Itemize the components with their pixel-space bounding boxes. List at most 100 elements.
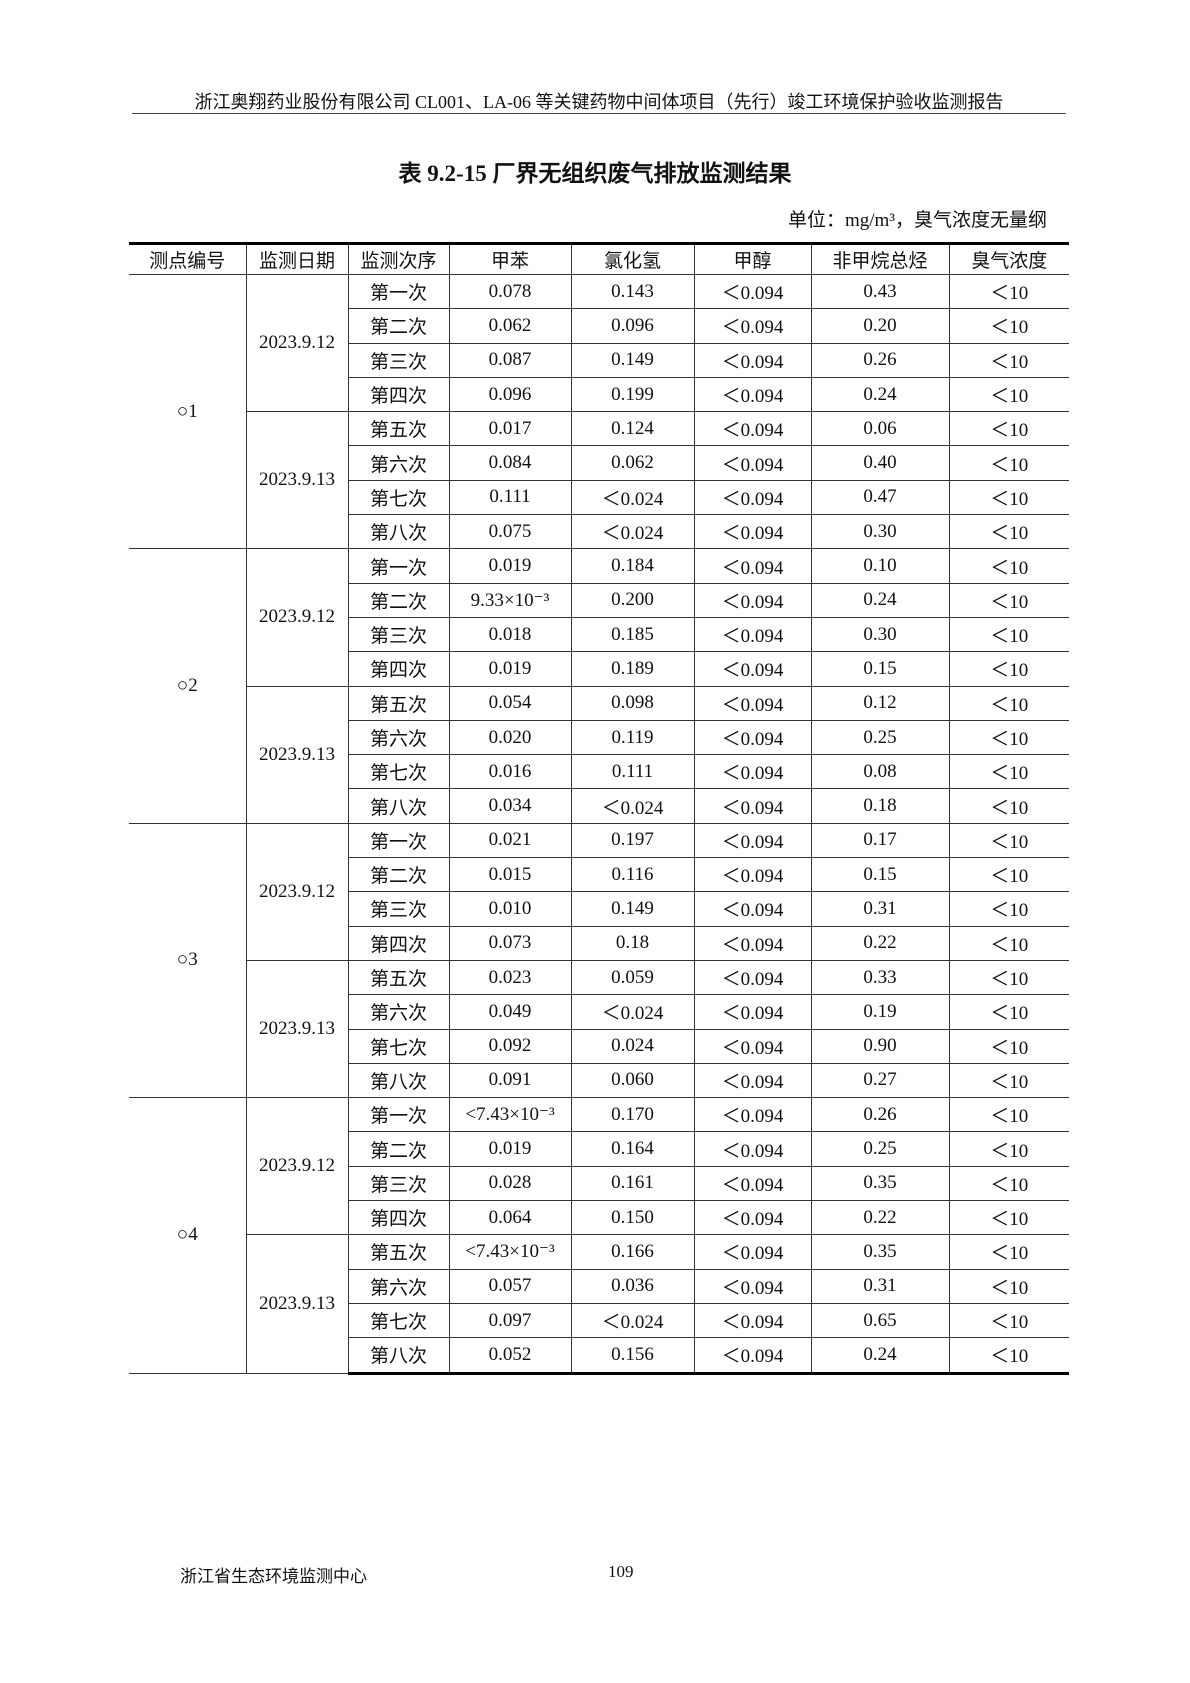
value-cell: 0.015	[448, 857, 572, 893]
value-cell: 0.161	[570, 1165, 695, 1202]
value-cell: 0.073	[448, 925, 572, 961]
value-cell: ＜0.094	[693, 1165, 812, 1202]
value-cell: ＜0.094	[693, 651, 812, 687]
value-cell: 0.47	[810, 479, 950, 516]
value-cell: ＜10	[948, 891, 1069, 927]
value-cell: ＜0.094	[693, 788, 812, 824]
value-cell: 0.12	[810, 685, 950, 721]
running-header: 浙江奥翔药业股份有限公司 CL001、LA-06 等关键药物中间体项目（先行）竣…	[194, 92, 1004, 112]
value-cell: 0.197	[570, 822, 695, 859]
value-cell: 0.20	[810, 308, 950, 344]
value-cell: ＜0.024	[570, 1302, 695, 1339]
value-cell: ＜0.094	[693, 994, 812, 1030]
value-cell: 0.024	[570, 1028, 695, 1064]
order-cell: 第二次	[348, 857, 450, 893]
value-cell: ＜0.094	[693, 342, 812, 378]
value-cell: 0.31	[810, 1268, 950, 1304]
column-header: 臭气浓度	[948, 243, 1069, 275]
table-row: 第六次 0.084 0.062 ＜0.094 0.40 ＜10	[129, 445, 1069, 481]
column-header: 监测日期	[245, 243, 349, 275]
value-cell: 0.15	[810, 857, 950, 893]
value-cell: 0.35	[810, 1234, 950, 1270]
value-cell: ＜10	[948, 822, 1069, 859]
value-cell: ＜10	[948, 514, 1069, 550]
order-cell: 第二次	[348, 308, 450, 344]
value-cell: 0.028	[448, 1165, 572, 1202]
value-cell: ＜10	[948, 1097, 1069, 1133]
value-cell: 0.24	[810, 1337, 950, 1375]
value-cell: ＜0.024	[570, 788, 695, 824]
table-header-row: 测点编号 监测日期 监测次序 甲苯 氯化氢 甲醇 非甲烷总烃 臭气浓度	[129, 243, 1069, 275]
table-row: 第三次 0.018 0.185 ＜0.094 0.30 ＜10	[129, 616, 1069, 653]
order-cell: 第一次	[347, 548, 450, 584]
date-cell: 2023.9.12	[245, 273, 349, 413]
value-cell: 0.111	[570, 754, 695, 790]
value-cell: 0.200	[570, 582, 695, 618]
table-row: 第三次 0.028 0.161 ＜0.094 0.35 ＜10	[129, 1165, 1069, 1202]
value-cell: 0.097	[448, 1302, 572, 1339]
table-row: 2023.9.13 第五次 0.017 0.124 ＜0.094 0.06 ＜10	[129, 411, 1069, 550]
value-cell: 0.078	[448, 273, 572, 310]
value-cell: ＜10	[948, 1165, 1069, 1202]
value-cell: 0.184	[570, 548, 695, 584]
column-header: 监测次序	[347, 243, 450, 275]
table-row: 第四次 0.073 0.18 ＜0.094 0.22 ＜10	[129, 925, 1069, 961]
date-cell: 2023.9.13	[246, 685, 349, 824]
value-cell: 0.023	[448, 959, 572, 996]
value-cell: ＜10	[948, 754, 1069, 790]
value-cell: 0.08	[810, 754, 950, 790]
value-cell: 0.020	[448, 719, 572, 756]
value-cell: ＜0.024	[570, 514, 695, 550]
table-row: 第四次 0.019 0.189 ＜0.094 0.15 ＜10	[129, 651, 1069, 687]
value-cell: 0.092	[448, 1028, 572, 1064]
order-cell: 第二次	[348, 1131, 450, 1167]
value-cell: ＜0.094	[693, 1200, 812, 1236]
value-cell: 0.22	[810, 925, 950, 961]
unit-note: 单位：mg/m³，臭气浓度无量纲	[787, 210, 1047, 231]
column-header: 甲醇	[693, 243, 812, 275]
value-cell: 0.010	[448, 891, 572, 927]
table-row: ○2 2023.9.12 第一次 0.019 0.184 ＜0.094 0.10 ＜10	[129, 548, 1069, 824]
value-cell: 0.034	[448, 788, 572, 824]
value-cell: ＜10	[948, 1234, 1069, 1270]
value-cell: 0.143	[570, 273, 695, 310]
value-cell: ＜10	[948, 1268, 1069, 1304]
value-cell: ＜0.094	[693, 411, 812, 447]
footer-organization: 浙江省生态环境监测中心	[180, 1567, 367, 1586]
value-cell: ＜10	[948, 273, 1069, 310]
order-cell: 第五次	[347, 1234, 450, 1270]
value-cell: ＜10	[948, 308, 1069, 344]
order-cell: 第七次	[348, 1028, 450, 1064]
table-row: ○4 2023.9.12 第一次 <7.43×10⁻³ 0.170 ＜0.094 0.26 ＜…	[129, 1097, 1069, 1374]
value-cell: 0.091	[448, 1062, 572, 1099]
order-cell: 第三次	[348, 342, 450, 378]
value-cell: 0.119	[570, 719, 695, 756]
value-cell: ＜0.094	[693, 445, 812, 481]
table-row: 第六次 0.049 ＜0.024 ＜0.094 0.19 ＜10	[129, 994, 1069, 1030]
value-cell: ＜10	[948, 925, 1069, 961]
value-cell: ＜10	[948, 376, 1069, 413]
value-cell: 0.052	[448, 1337, 572, 1375]
value-cell: 0.018	[448, 616, 572, 653]
value-cell: 0.15	[810, 651, 950, 687]
value-cell: 0.06	[810, 411, 950, 447]
value-cell: 0.22	[810, 1200, 950, 1236]
order-cell: 第二次	[348, 582, 450, 618]
order-cell: 第八次	[348, 788, 450, 824]
value-cell: ＜10	[948, 616, 1069, 653]
value-cell: ＜0.094	[693, 479, 812, 516]
date-cell: 2023.9.13	[246, 1234, 349, 1374]
page-number: 109	[608, 1562, 634, 1581]
value-cell: ＜0.094	[693, 1302, 812, 1339]
value-cell: 0.156	[570, 1337, 695, 1375]
date-cell: 2023.9.12	[245, 1097, 349, 1236]
value-cell: ＜0.094	[693, 1028, 812, 1064]
value-cell: ＜0.024	[570, 479, 695, 516]
value-cell: ＜10	[948, 1062, 1069, 1099]
value-cell: ＜10	[948, 994, 1069, 1030]
header-divider	[132, 113, 1066, 114]
order-cell: 第三次	[348, 616, 450, 653]
column-header: 氯化氢	[570, 243, 695, 275]
value-cell: 0.149	[570, 342, 695, 378]
value-cell: ＜10	[948, 445, 1069, 481]
